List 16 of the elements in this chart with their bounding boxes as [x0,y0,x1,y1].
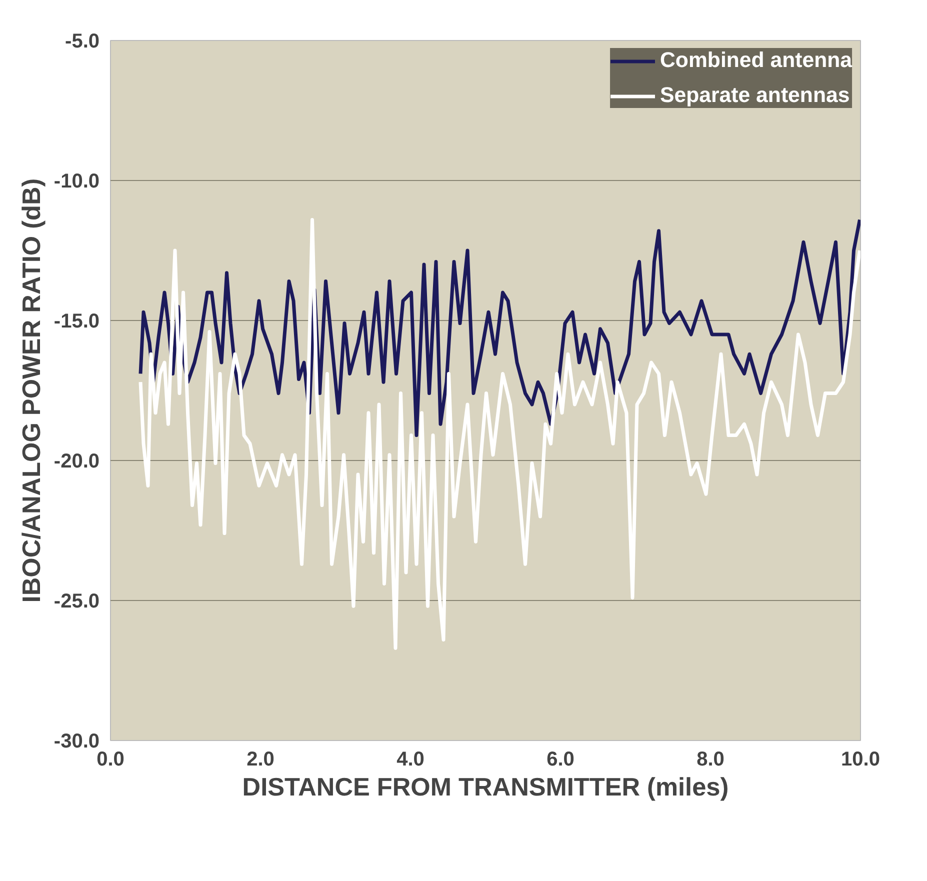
x-axis-title: DISTANCE FROM TRANSMITTER (miles) [242,774,729,802]
y-tick-label: -5.0 [65,30,100,52]
y-tick-label: -25.0 [54,590,100,612]
legend-label: Combined antenna [660,48,852,73]
legend-label: Separate antennas [660,83,850,108]
x-tick-label: 4.0 [396,748,424,770]
x-tick-label: 6.0 [546,748,574,770]
y-axis-title: IBOC/ANALOG POWER RATIO (dB) [18,178,46,603]
line-series [138,218,860,650]
x-tick-label: 8.0 [696,748,724,770]
x-tick-label: 2.0 [246,748,274,770]
line-series [138,218,860,438]
y-tick-label: -10.0 [54,170,100,192]
y-tick-label: -20.0 [54,450,100,472]
x-tick-label: 10.0 [841,748,880,770]
y-tick-label: -15.0 [54,310,100,332]
